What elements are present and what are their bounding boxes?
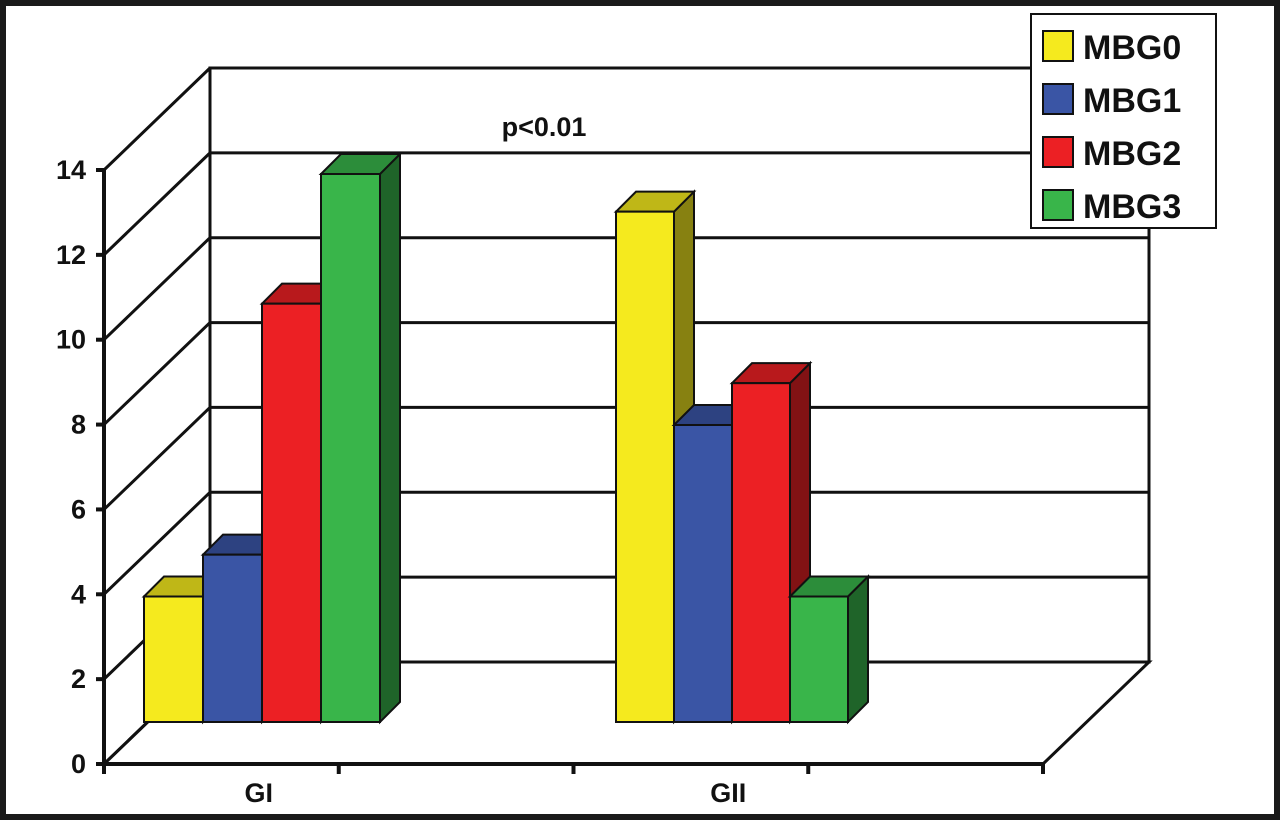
bar [261,302,322,723]
legend-swatch [1042,83,1074,115]
significance-annotation: p<0.01 [502,112,587,142]
side-gridline [102,151,212,256]
y-tick-label: 6 [71,494,86,524]
bar-side [379,151,401,725]
legend-label: MBG1 [1083,82,1181,120]
bar [789,595,849,724]
side-gridline [102,236,212,341]
bar [202,553,263,723]
y-tick-label: 4 [71,579,86,609]
x-category-labels: GI GII [244,778,746,808]
legend-label: MBG2 [1083,135,1181,173]
legend: MBG0 MBG1 MBG2 MBG3 [1030,13,1217,229]
legend-label: MBG0 [1083,29,1181,67]
side-gridline [102,406,212,511]
bars [141,151,871,725]
side-gridline [102,66,212,172]
legend-swatch [1042,30,1074,62]
side-gridline [102,321,212,426]
side-gridline [102,491,212,596]
y-tick-label: 2 [71,664,86,694]
x-category-label: GI [244,778,273,808]
bar [673,423,733,723]
axes [96,168,1045,774]
legend-swatch [1042,136,1074,168]
y-tick-label: 12 [56,240,86,270]
bar [731,382,791,723]
y-tick-label: 14 [56,155,86,185]
bar [320,173,381,723]
legend-label: MBG3 [1083,188,1181,226]
bar [615,210,675,723]
legend-swatch [1042,189,1074,221]
y-tick-label: 10 [56,325,86,355]
bar-side [847,574,869,725]
y-tick-labels: 0 2 4 6 8 10 12 14 [56,155,86,779]
bar [143,595,204,724]
x-category-label: GII [710,778,746,808]
y-tick-label: 8 [71,410,86,440]
y-tick-label: 0 [71,749,86,779]
